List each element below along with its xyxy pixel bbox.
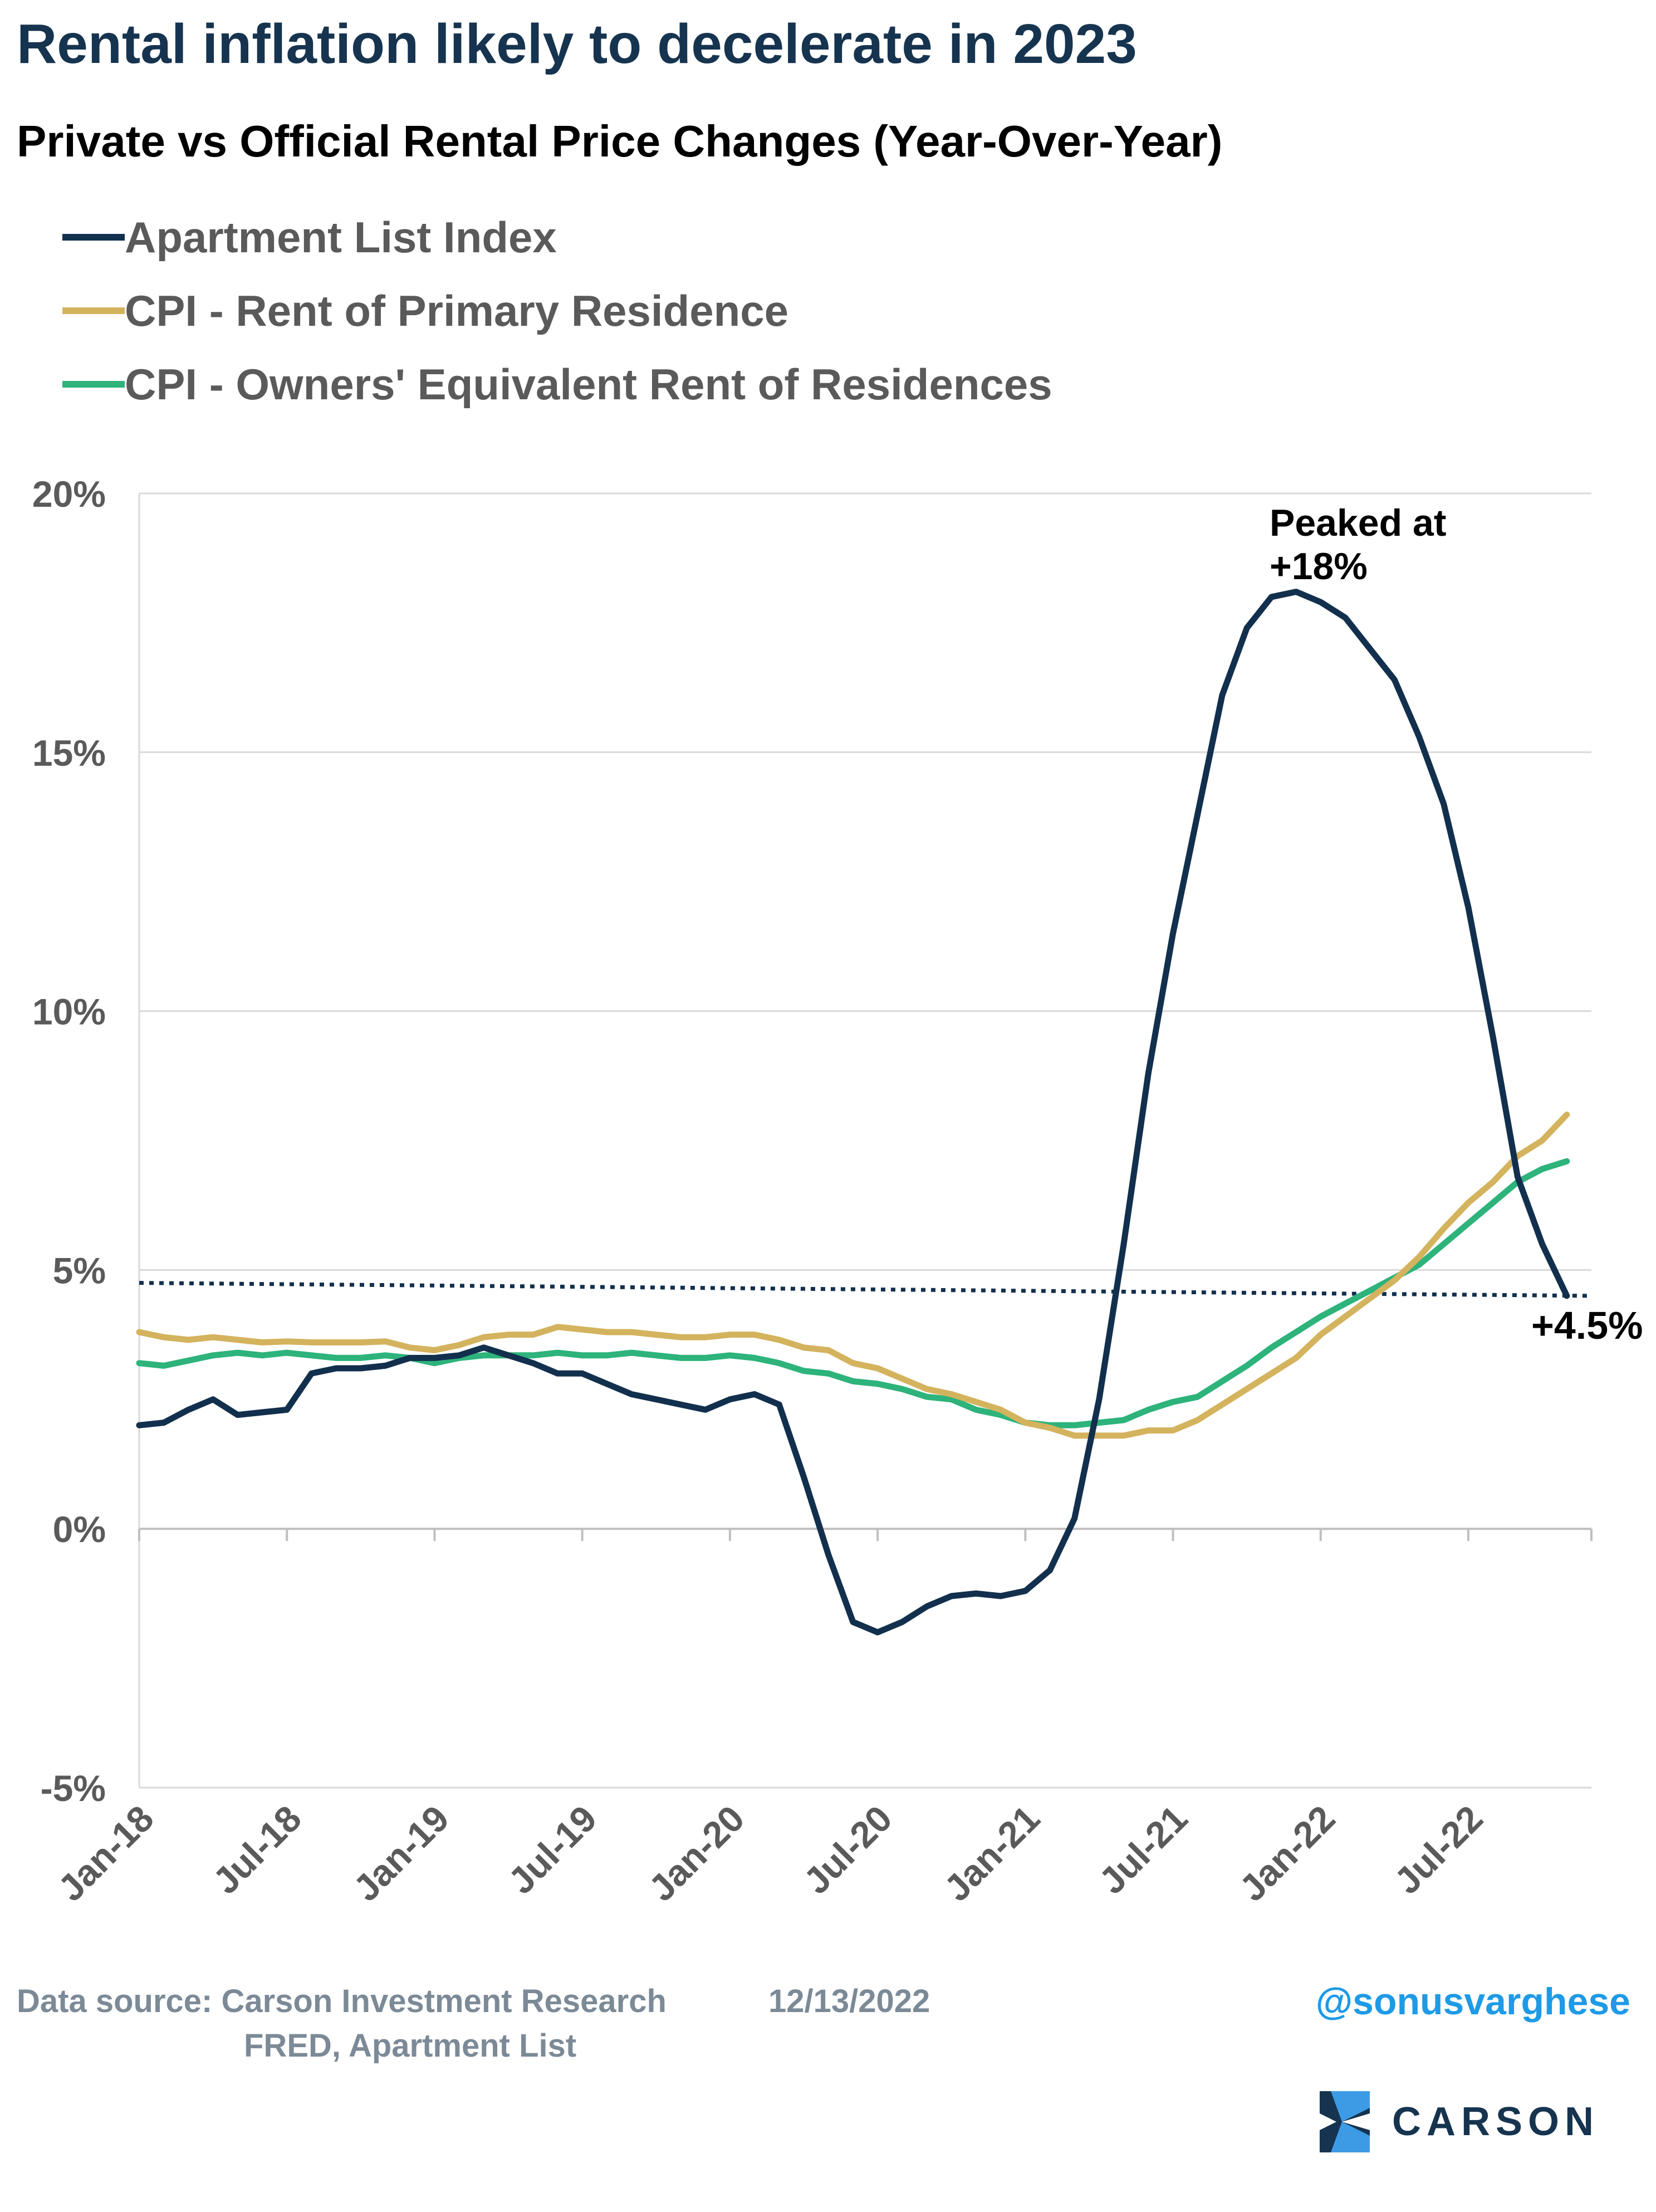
data-source: Data source: Carson Investment Research bbox=[17, 1983, 667, 2019]
series-line bbox=[136, 1158, 1570, 1428]
x-tick-label: Jul-18 bbox=[205, 1798, 309, 1902]
legend: Apartment List Index CPI - Rent of Prima… bbox=[62, 200, 1052, 421]
series-line bbox=[136, 1112, 1570, 1439]
line-chart: -5% 0% 5% 10% 15% 20% Jan-18 Jul-18 Jan-19 Jul-19… bbox=[32, 473, 1643, 1909]
x-tick-label: Jan-22 bbox=[1231, 1798, 1343, 1909]
legend-label: Apartment List Index bbox=[125, 212, 557, 262]
data-source-detail: FRED, Apartment List bbox=[244, 2028, 577, 2064]
x-tick-label: Jul-20 bbox=[796, 1798, 900, 1902]
x-tick-label: Jul-19 bbox=[500, 1798, 604, 1902]
legend-label: CPI - Rent of Primary Residence bbox=[125, 286, 789, 335]
legend-item-cpi-oer: CPI - Owners' Equivalent Rent of Residen… bbox=[62, 348, 1052, 421]
y-tick-label: 15% bbox=[32, 732, 106, 774]
legend-item-apartment-list: Apartment List Index bbox=[62, 200, 1052, 274]
series-line bbox=[136, 589, 1570, 1636]
carson-logo-text: CARSON bbox=[1392, 2100, 1600, 2144]
x-tick-label: Jul-22 bbox=[1386, 1798, 1491, 1902]
chart-subtitle: Private vs Official Rental Price Changes… bbox=[17, 116, 1223, 166]
legend-item-cpi-rent: CPI - Rent of Primary Residence bbox=[62, 274, 1052, 348]
y-tick-label: -5% bbox=[41, 1768, 106, 1809]
carson-logo: CARSON bbox=[1320, 2091, 1599, 2152]
legend-swatch bbox=[62, 234, 125, 241]
legend-label: CPI - Owners' Equivalent Rent of Residen… bbox=[125, 359, 1052, 409]
chart-title: Rental inflation likely to decelerate in… bbox=[17, 13, 1137, 75]
y-tick-label: 5% bbox=[53, 1250, 106, 1291]
y-tick-label: 0% bbox=[53, 1509, 106, 1550]
publish-date: 12/13/2022 bbox=[768, 1983, 930, 2019]
twitter-handle[interactable]: @sonusvarghese bbox=[1315, 1980, 1630, 2023]
y-tick-label: 10% bbox=[32, 991, 106, 1032]
x-tick-label: Jan-19 bbox=[345, 1798, 457, 1909]
legend-swatch bbox=[62, 381, 125, 388]
reference-line bbox=[139, 1281, 1592, 1298]
x-tick-label: Jul-21 bbox=[1091, 1798, 1195, 1902]
x-tick-label: Jan-18 bbox=[50, 1798, 161, 1909]
x-tick-label: Jan-20 bbox=[641, 1798, 752, 1909]
x-tick-label: Jan-21 bbox=[936, 1798, 1047, 1909]
annotation-peak-line1: Peaked at bbox=[1270, 502, 1447, 544]
legend-swatch bbox=[62, 307, 125, 314]
annotation-peak-line2: +18% bbox=[1270, 545, 1368, 588]
y-tick-label: 20% bbox=[32, 473, 106, 515]
carson-logo-icon bbox=[1320, 2091, 1370, 2152]
annotation-end-value: +4.5% bbox=[1531, 1304, 1643, 1347]
